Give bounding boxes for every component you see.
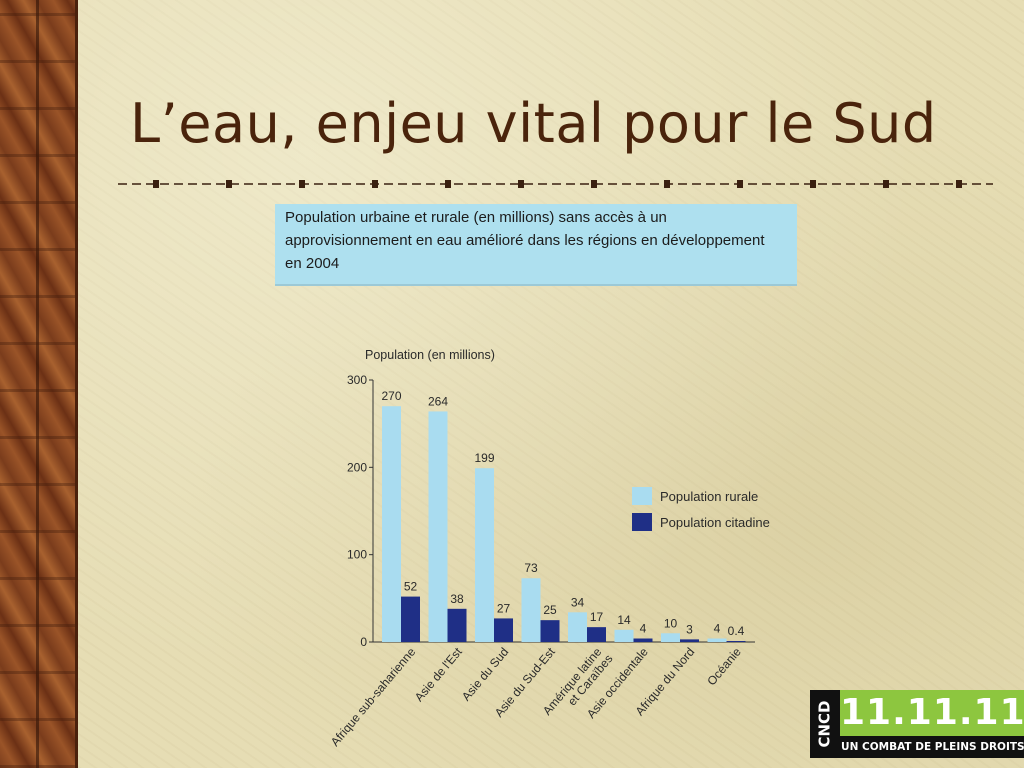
divider-dot	[810, 180, 816, 188]
bar-rural	[382, 406, 401, 642]
legend-label-rural: Population rurale	[660, 488, 759, 504]
y-tick-label: 0	[360, 635, 367, 649]
cncd-logo: CNCD 11.11.11 UN COMBAT DE PLEINS DROITS	[810, 690, 1024, 758]
divider-dot	[372, 180, 378, 188]
x-category-label: Afrique sub-saharienne	[330, 645, 419, 749]
divider-dot	[445, 180, 451, 188]
x-category-label-line: Océanie	[704, 645, 744, 688]
data-label-urban: 38	[450, 592, 464, 606]
x-category-label: Océanie	[704, 645, 744, 688]
logo-number: 11.11.11	[840, 690, 1024, 736]
divider-dot	[518, 180, 524, 188]
wood-border	[0, 0, 78, 768]
bar-urban	[494, 618, 513, 642]
bar-rural	[475, 468, 494, 642]
title-divider	[118, 180, 993, 188]
data-label-urban: 4	[640, 622, 647, 636]
bar-urban	[726, 641, 746, 642]
data-label-urban: 0.4	[728, 624, 745, 638]
divider-dot	[299, 180, 305, 188]
data-label-rural: 14	[617, 613, 631, 627]
caption-line-1: Population urbaine et rurale (en million…	[285, 209, 667, 226]
y-axis-label: Population (en millions)	[365, 348, 495, 362]
y-tick-label: 300	[347, 373, 367, 387]
chart-caption-box: Population urbaine et rurale (en million…	[275, 204, 797, 286]
bar-urban	[447, 608, 467, 642]
data-label-urban: 25	[543, 603, 557, 617]
bar-urban	[401, 596, 420, 642]
bar-rural	[707, 638, 727, 642]
data-label-rural: 270	[381, 389, 401, 403]
data-label-urban: 27	[497, 601, 511, 615]
bar-rural	[428, 411, 448, 642]
legend-label-urban: Population citadine	[660, 514, 770, 530]
x-category-label-line: Asie de l'Est	[412, 644, 465, 704]
chart-legend: Population rurale Population citadine	[632, 483, 770, 535]
divider-dot	[591, 180, 597, 188]
bar-rural	[614, 629, 634, 642]
x-category-label-line: Afrique sub-saharienne	[330, 645, 419, 749]
divider-dot	[226, 180, 232, 188]
x-category-label-line: Asie du Sud	[459, 645, 511, 704]
divider-dot	[737, 180, 743, 188]
bar-urban	[540, 620, 560, 642]
bar-urban	[680, 639, 699, 642]
bar-urban	[633, 638, 653, 642]
slide-title: L’eau, enjeu vital pour le Sud	[130, 92, 937, 155]
y-tick-label: 200	[347, 460, 367, 474]
x-category-label: Asie du Sud	[459, 645, 511, 704]
caption-line-2: approvisionnement en eau amélioré dans l…	[285, 232, 765, 249]
logo-tagline: UN COMBAT DE PLEINS DROITS	[840, 736, 1024, 758]
legend-swatch-rural	[632, 487, 652, 505]
bar-rural	[521, 578, 541, 642]
divider-dot	[153, 180, 159, 188]
bar-rural	[661, 633, 680, 642]
caption-line-3: en 2004	[285, 255, 340, 272]
logo-main: 11.11.11 UN COMBAT DE PLEINS DROITS	[840, 690, 1024, 758]
y-tick-label: 100	[347, 548, 367, 562]
legend-item-urban: Population citadine	[632, 509, 770, 535]
data-label-urban: 52	[404, 580, 418, 594]
data-label-urban: 17	[590, 610, 604, 624]
divider-dot	[664, 180, 670, 188]
divider-dot	[956, 180, 962, 188]
bar-urban	[587, 627, 606, 642]
legend-item-rural: Population rurale	[632, 483, 770, 509]
legend-swatch-urban	[632, 513, 652, 531]
data-label-rural: 4	[714, 622, 721, 636]
x-category-label: Asie de l'Est	[412, 644, 465, 704]
divider-dot	[883, 180, 889, 188]
data-label-rural: 199	[474, 451, 494, 465]
logo-side-text: CNCD	[816, 700, 834, 748]
data-label-rural: 264	[428, 394, 448, 408]
data-label-rural: 73	[524, 561, 538, 575]
bar-chart: 0 100 200 300 270 52 Afrique sub-saharienne 264…	[330, 373, 755, 749]
bar-rural	[568, 612, 587, 642]
logo-side-band: CNCD	[810, 690, 840, 758]
data-label-urban: 3	[686, 622, 693, 636]
data-label-rural: 34	[571, 595, 585, 609]
data-label-rural: 10	[664, 616, 678, 630]
